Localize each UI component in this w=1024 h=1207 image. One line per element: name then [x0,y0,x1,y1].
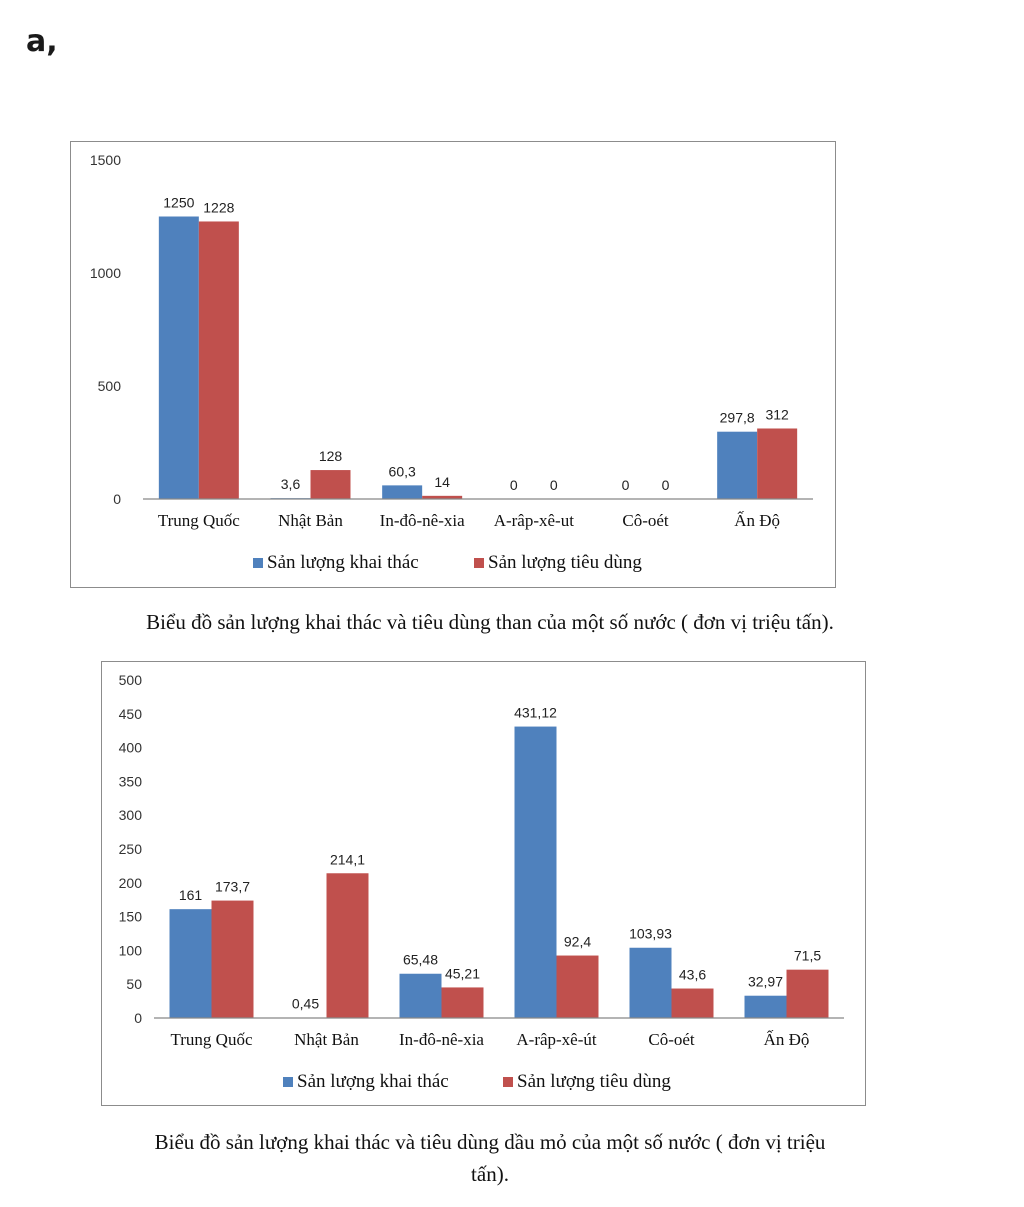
y-tick-label: 0 [134,1010,142,1026]
bar-tieu-dung [422,495,463,499]
y-tick-label: 150 [119,909,143,925]
data-label: 0 [662,477,670,493]
data-label: 3,6 [281,476,301,492]
bar-tieu-dung [326,873,369,1018]
data-label: 431,12 [514,705,557,721]
bar-khai-thac [629,947,672,1018]
data-label: 0 [622,477,630,493]
legend-label: Sản lượng tiêu dùng [517,1071,671,1092]
category-label: In-đô-nê-xia [399,1030,484,1049]
y-tick-label: 1500 [90,152,121,168]
y-tick-label: 0 [113,491,121,507]
data-label: 161 [179,887,203,903]
category-label: Cô-oét [648,1030,695,1049]
data-label: 0 [510,477,518,493]
data-label: 173,7 [215,879,250,895]
category-label: Trung Quốc [170,1030,252,1049]
data-label: 32,97 [748,974,783,990]
category-label: Ấn Độ [764,1030,810,1049]
category-label: Trung Quốc [158,511,240,530]
bar-tieu-dung [211,900,254,1018]
bar-tieu-dung [310,470,351,499]
bar-khai-thac [158,216,199,499]
coal-chart-caption: Biểu đồ sản lượng khai thác và tiêu dùng… [146,610,834,634]
y-tick-label: 1000 [90,265,121,281]
bar-khai-thac [169,909,212,1018]
legend-swatch [503,1077,513,1087]
oil-chart: 0 50 100 150 200 250 300 350 400 450 500 161 0,45 65,… [101,661,866,1106]
data-label: 103,93 [629,926,672,942]
legend-swatch [253,558,263,568]
y-tick-label: 50 [126,976,142,992]
bar-tieu-dung [556,955,599,1018]
data-label: 128 [319,448,343,464]
bar-tieu-dung [757,428,798,499]
bar-khai-thac [514,726,557,1018]
category-label: In-đô-nê-xia [380,511,465,530]
y-tick-label: 500 [119,672,143,688]
bar-khai-thac [382,485,423,499]
data-label: 312 [765,406,789,422]
y-tick-label: 400 [119,740,143,756]
data-label: 43,6 [679,967,706,983]
coal-chart-svg: 0 500 1000 1500 1250 3,6 60,3 0 0 297,8 1228 128 14 0… [90,152,813,573]
y-tick-label: 100 [119,942,143,958]
y-tick-label: 200 [119,875,143,891]
oil-chart-caption-line2: tấn). [471,1162,509,1186]
data-label: 214,1 [330,851,365,867]
data-label: 1250 [163,195,194,211]
data-label: 60,3 [389,463,416,479]
data-label: 92,4 [564,934,591,950]
bar-khai-thac [717,431,758,499]
oil-chart-caption-line1: Biểu đồ sản lượng khai thác và tiêu dùng… [154,1130,826,1154]
data-label: 45,21 [445,965,480,981]
data-label: 65,48 [403,952,438,968]
category-label: Cô-oét [622,511,669,530]
category-label: Ấn Độ [734,511,780,530]
data-label: 1228 [203,199,234,215]
bar-khai-thac [399,973,442,1018]
coal-chart: 0 500 1000 1500 1250 3,6 60,3 0 0 297,8 1228 128 14 0… [70,141,836,588]
data-label: 0 [550,477,558,493]
category-label: A-râp-xê-út [516,1030,597,1049]
bar-tieu-dung [198,221,239,500]
oil-chart-caption: Biểu đồ sản lượng khai thác và tiêu dùng… [40,1126,940,1190]
bar-tieu-dung [671,988,714,1018]
data-label: 14 [434,474,450,490]
section-heading: a, [26,24,58,59]
legend-swatch [283,1077,293,1087]
category-label: Nhật Bản [294,1030,359,1049]
y-tick-label: 450 [119,706,143,722]
oil-chart-svg: 0 50 100 150 200 250 300 350 400 450 500 161 0,45 65,… [119,672,844,1092]
y-tick-label: 250 [119,841,143,857]
bar-khai-thac [744,995,787,1018]
data-label: 71,5 [794,948,821,964]
legend-swatch [474,558,484,568]
data-label: 0,45 [292,996,319,1012]
bar-tieu-dung [441,987,484,1018]
category-label: Nhật Bản [278,511,343,530]
y-tick-label: 350 [119,773,143,789]
bar-tieu-dung [786,969,829,1018]
legend-label: Sản lượng khai thác [267,552,419,573]
y-tick-label: 500 [98,378,122,394]
y-tick-label: 300 [119,807,143,823]
legend-label: Sản lượng tiêu dùng [488,552,642,573]
data-label: 297,8 [720,410,755,426]
legend-label: Sản lượng khai thác [297,1071,449,1092]
category-label: A-râp-xê-ut [494,511,575,530]
